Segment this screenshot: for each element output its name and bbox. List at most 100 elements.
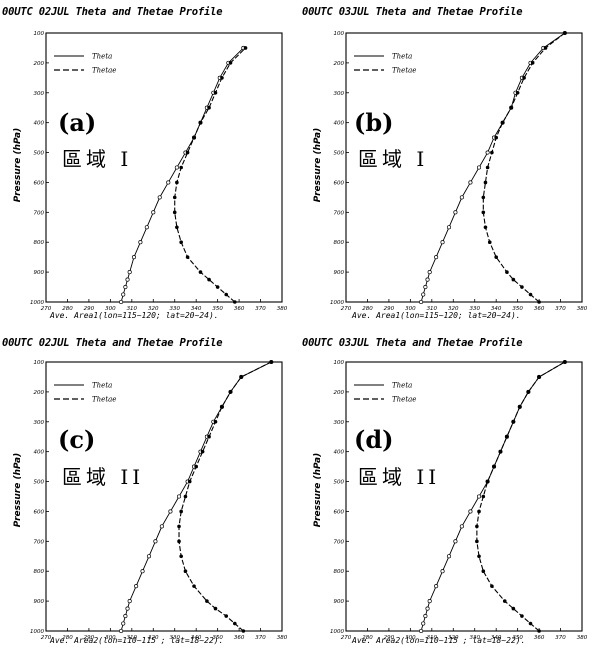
footnote: Ave. Area2(lon=110~115 ; lat=18~22).	[50, 636, 224, 645]
y-tick-label: 100	[334, 31, 345, 37]
theta-point	[421, 292, 426, 297]
thetae-point	[517, 405, 522, 409]
theta-point	[476, 494, 482, 499]
x-tick-label: 340	[191, 635, 202, 641]
chart-title: 00UTC 02JUL Theta and Thetae Profile	[2, 6, 223, 18]
theta-line	[420, 32, 566, 303]
x-tick-label: 280	[62, 635, 73, 641]
thetae-point	[481, 569, 486, 574]
x-tick-label: 320	[448, 306, 459, 312]
theta-point	[446, 225, 452, 230]
thetae-point	[179, 240, 183, 245]
thetae-point	[228, 61, 233, 65]
x-tick-label: 310	[127, 635, 138, 641]
x-tick-label: 330	[169, 306, 180, 312]
y-tick-label: 900	[34, 270, 45, 276]
y-tick-label: 700	[334, 210, 345, 216]
x-tick-label: 370	[555, 306, 566, 312]
thetae-line	[178, 361, 272, 632]
x-tick-label: 320	[148, 635, 159, 641]
x-tick-label: 350	[512, 306, 523, 312]
x-tick-label: 370	[255, 635, 266, 641]
thetae-point	[233, 300, 237, 304]
chart-panel-c: 00UTC 02JUL Theta and Thetae Profile Pre…	[0, 325, 299, 650]
y-tick-label: 1000	[30, 300, 44, 306]
chart-panel-d: 00UTC 03JUL Theta and Thetae Profile Pre…	[300, 325, 599, 650]
y-tick-label: 600	[34, 180, 45, 186]
theta-point	[434, 584, 439, 589]
x-tick-label: 370	[555, 635, 566, 641]
chart-title: 00UTC 03JUL Theta and Thetae Profile	[302, 6, 523, 18]
y-tick-label: 300	[334, 91, 345, 97]
thetae-point	[213, 606, 218, 611]
theta-point	[151, 210, 156, 215]
y-tick-label: 100	[34, 31, 45, 37]
y-tick-label: 300	[334, 420, 345, 426]
theta-point	[174, 165, 179, 170]
x-tick-label: 290	[84, 306, 95, 312]
x-tick-label: 350	[212, 635, 223, 641]
x-tick-label: 380	[277, 635, 288, 641]
thetae-point	[194, 464, 198, 469]
thetae-point	[213, 90, 218, 95]
thetae-point	[481, 210, 486, 215]
thetae-point	[183, 494, 188, 499]
plot-svg: 270 280 290 300 310 320 330 340 350 360 370 380 100 2…	[330, 30, 588, 312]
y-tick-label: 1000	[330, 300, 344, 306]
x-tick-label: 300	[105, 635, 116, 641]
theta-point	[476, 165, 482, 170]
x-tick-label: 320	[448, 635, 459, 641]
x-tick-label: 340	[191, 306, 202, 312]
thetae-point	[520, 614, 524, 618]
x-tick-label: 330	[169, 635, 180, 641]
thetae-point	[511, 419, 516, 424]
x-tick-label: 330	[469, 635, 480, 641]
panel-label: (c)	[58, 425, 96, 454]
thetae-point	[537, 629, 541, 633]
theta-point	[423, 285, 428, 290]
y-tick-label: 700	[34, 539, 45, 545]
theta-point	[168, 509, 173, 514]
plot-svg: 270 280 290 300 310 320 330 340 350 360 370 380 100 2…	[330, 359, 588, 641]
thetae-point	[530, 61, 535, 65]
x-tick-label: 280	[362, 306, 373, 312]
y-tick-label: 800	[34, 240, 45, 246]
thetae-line	[174, 47, 246, 303]
y-tick-label: 500	[34, 480, 45, 486]
y-tick-label: 300	[34, 420, 45, 426]
x-tick-label: 290	[84, 635, 95, 641]
theta-point	[127, 270, 132, 275]
chart-title: 00UTC 02JUL Theta and Thetae Profile	[2, 337, 223, 349]
theta-point	[459, 524, 464, 529]
thetae-point	[215, 285, 220, 289]
thetae-point	[269, 360, 274, 364]
x-tick-label: 350	[212, 306, 223, 312]
region-label: 區域 I	[62, 147, 133, 171]
thetae-point	[224, 614, 229, 618]
x-tick-label: 270	[41, 306, 52, 312]
legend-label-thetae: Thetae	[392, 67, 416, 75]
theta-point	[419, 299, 424, 305]
x-tick-label: 330	[469, 306, 480, 312]
thetae-point	[241, 629, 246, 633]
thetae-point	[475, 539, 479, 544]
theta-point	[121, 621, 126, 626]
thetae-point	[172, 210, 177, 215]
plot-frame	[345, 32, 583, 303]
thetae-point	[207, 105, 211, 110]
y-tick-label: 400	[34, 121, 45, 127]
x-tick-label: 360	[234, 635, 245, 641]
region-label: 區域 I	[358, 147, 429, 171]
theta-point	[131, 255, 137, 260]
theta-point	[434, 255, 439, 260]
theta-point	[119, 628, 124, 634]
thetae-point	[177, 539, 181, 544]
x-tick-label: 380	[277, 306, 288, 312]
x-tick-label: 290	[384, 635, 395, 641]
x-tick-label: 360	[234, 306, 245, 312]
theta-point	[153, 539, 158, 544]
y-tick-label: 200	[334, 61, 345, 67]
thetae-point	[498, 449, 503, 454]
theta-point	[119, 299, 124, 305]
thetae-point	[207, 277, 211, 282]
